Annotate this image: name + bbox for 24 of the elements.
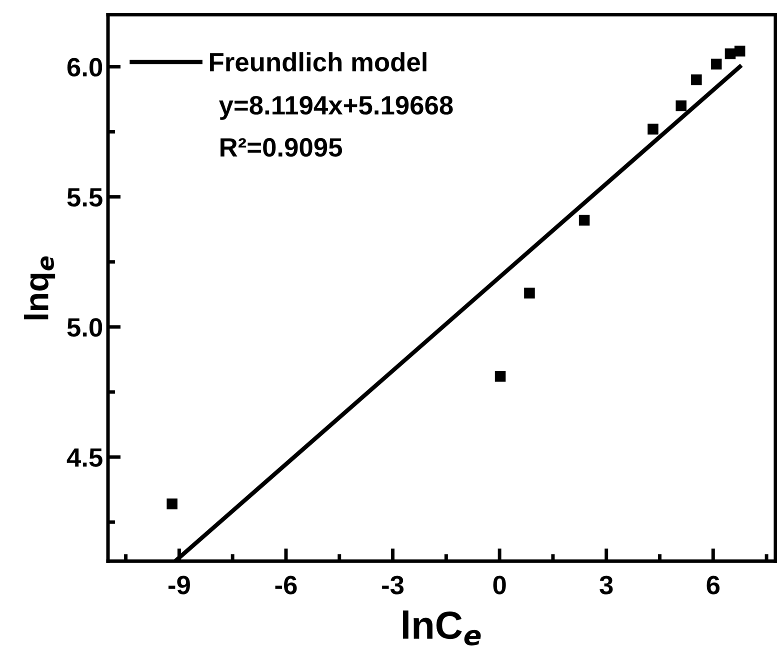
legend-label: Freundlich model [210,52,426,72]
y-axis-title: lnq$_{e}$ [24,256,56,320]
annotation: R²=0.9095 [220,138,342,157]
point [578,214,590,226]
point [691,74,702,86]
point [166,498,178,510]
y-tick-label: 6.0 [67,58,102,77]
x-tick-label: 0 [493,576,506,594]
point [676,100,686,112]
annotation: y=8.1194x+5.19668 [219,96,453,120]
point [710,58,722,70]
y-tick-label: 5.5 [67,188,102,207]
x-tick-label: 6 [706,576,720,594]
point [494,370,506,382]
point [524,288,535,298]
y-tick-label: 4.5 [66,448,102,467]
x-tick-label: 3 [600,576,613,594]
point [648,124,658,135]
x-tick-label: -6 [275,576,297,594]
x-tick-label: -9 [168,576,190,594]
point [734,46,746,57]
x-tick-label: -3 [382,576,404,594]
x-axis-title: lnC$_{e}$ [403,610,481,646]
y-tick-label: 5.0 [67,318,102,337]
